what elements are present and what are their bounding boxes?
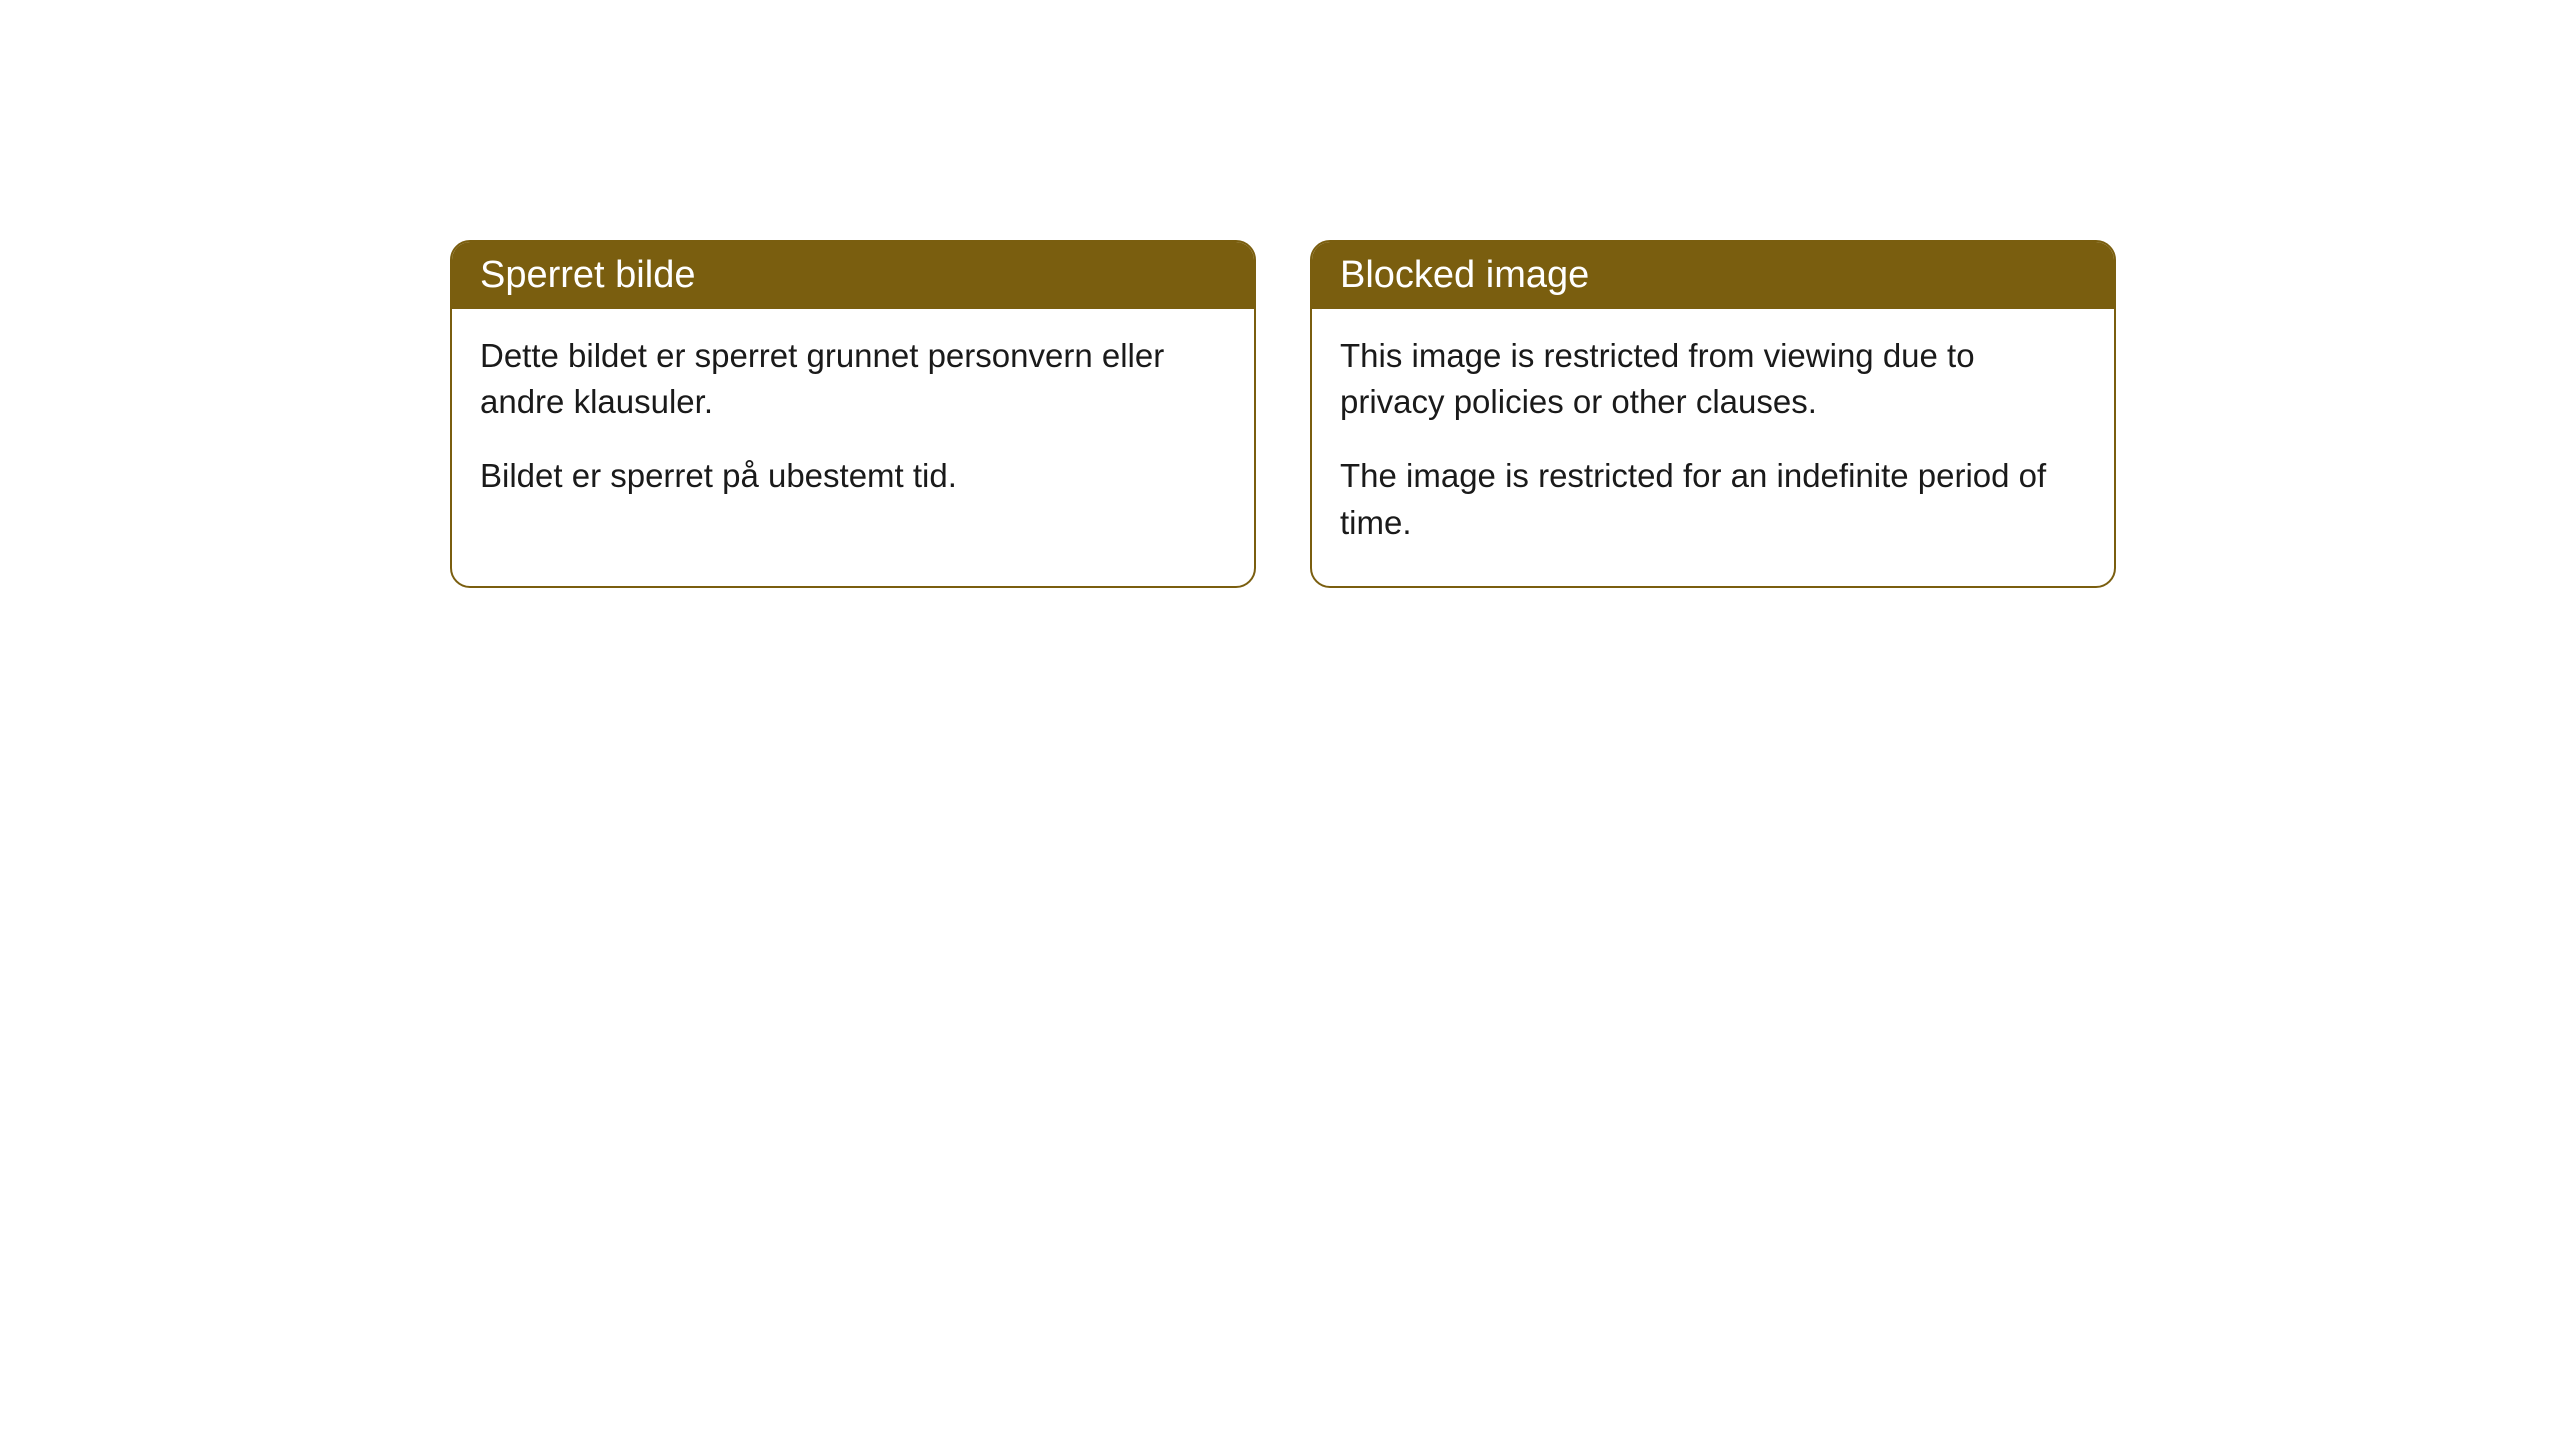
card-paragraph-1: Dette bildet er sperret grunnet personve… bbox=[480, 333, 1226, 425]
card-title: Sperret bilde bbox=[480, 254, 695, 296]
blocked-image-card-english: Blocked image This image is restricted f… bbox=[1310, 240, 2116, 588]
card-body: Dette bildet er sperret grunnet personve… bbox=[452, 309, 1254, 540]
card-body: This image is restricted from viewing du… bbox=[1312, 309, 2114, 586]
card-paragraph-2: The image is restricted for an indefinit… bbox=[1340, 453, 2086, 545]
notice-cards-container: Sperret bilde Dette bildet er sperret gr… bbox=[450, 240, 2116, 588]
card-header: Blocked image bbox=[1312, 242, 2114, 309]
card-paragraph-1: This image is restricted from viewing du… bbox=[1340, 333, 2086, 425]
card-header: Sperret bilde bbox=[452, 242, 1254, 309]
card-paragraph-2: Bildet er sperret på ubestemt tid. bbox=[480, 453, 1226, 499]
blocked-image-card-norwegian: Sperret bilde Dette bildet er sperret gr… bbox=[450, 240, 1256, 588]
card-title: Blocked image bbox=[1340, 254, 1589, 296]
